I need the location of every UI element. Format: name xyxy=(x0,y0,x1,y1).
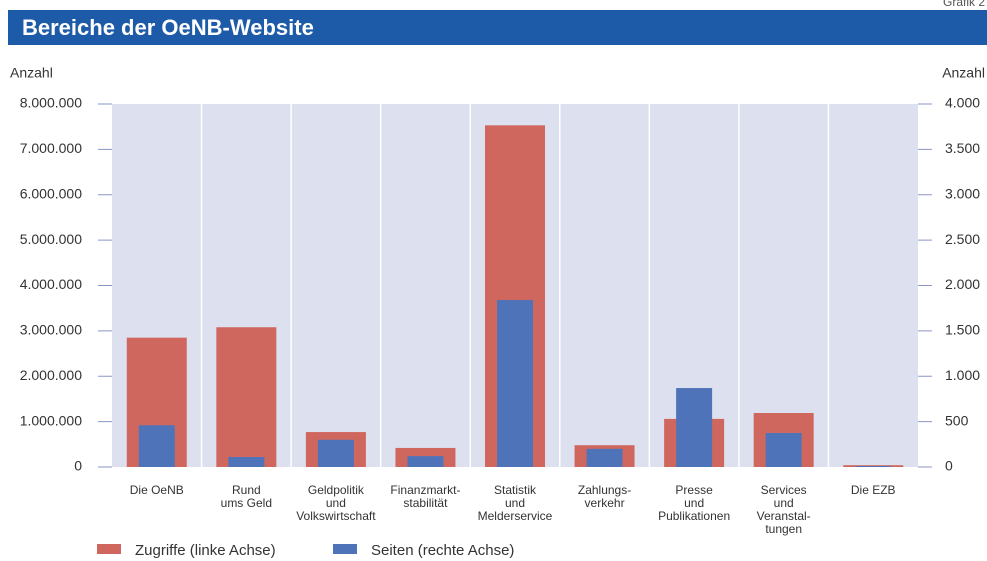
y2-tick-label: 2.500 xyxy=(945,231,980,247)
x-tick-label: verkehr xyxy=(585,496,625,510)
x-tick-label: ums Geld xyxy=(221,496,272,510)
y-tick-label: 1.000.000 xyxy=(20,412,82,428)
legend-swatch xyxy=(333,544,357,554)
y2-tick-label: 2.000 xyxy=(945,276,980,292)
x-tick-label: und xyxy=(774,496,794,510)
bar xyxy=(216,327,277,467)
legend-label: Zugriffe (linke Achse) xyxy=(135,542,276,559)
y-tick-label: 2.000.000 xyxy=(20,367,82,383)
y-tick-label: 8.000.000 xyxy=(20,95,82,111)
y2-tick-label: 0 xyxy=(945,458,953,474)
x-tick-label: und xyxy=(505,496,525,510)
bar xyxy=(586,448,623,467)
x-tick-label: Finanzmarkt- xyxy=(390,483,460,497)
title-bar xyxy=(8,10,987,45)
x-tick-label: Services xyxy=(761,483,807,497)
y2-tick-label: 3.000 xyxy=(945,185,980,201)
y-axis-label: Anzahl xyxy=(10,65,53,81)
bar xyxy=(855,466,892,467)
bar xyxy=(497,300,533,467)
x-tick-label: Volkswirtschaft xyxy=(296,509,376,523)
y-tick-label: 6.000.000 xyxy=(20,185,82,201)
y-tick-label: 5.000.000 xyxy=(20,231,82,247)
x-tick-label: Zahlungs- xyxy=(578,483,631,497)
y-tick-label: 4.000.000 xyxy=(20,276,82,292)
x-tick-label: Veranstal- xyxy=(757,509,811,523)
legend-label: Seiten (rechte Achse) xyxy=(371,542,514,559)
x-tick-label: Rund xyxy=(232,483,261,497)
y-tick-label: 0 xyxy=(74,458,82,474)
bar xyxy=(407,456,444,467)
x-tick-label: Geldpolitik xyxy=(308,483,365,497)
x-tick-label: Melderservice xyxy=(478,509,553,523)
y2-tick-label: 3.500 xyxy=(945,140,980,156)
y2-tick-label: 4.000 xyxy=(945,95,980,111)
chart-title: Bereiche der OeNB-Website xyxy=(22,15,314,40)
x-tick-label: Die OeNB xyxy=(130,483,184,497)
bar xyxy=(676,388,713,467)
x-tick-label: Publikationen xyxy=(658,509,730,523)
bar xyxy=(138,425,175,467)
x-tick-label: tungen xyxy=(765,522,802,536)
bar xyxy=(228,457,265,467)
x-tick-label: Die EZB xyxy=(851,483,896,497)
y2-axis-label: Anzahl xyxy=(942,65,985,81)
x-tick-label: Statistik xyxy=(494,483,537,497)
x-tick-label: und xyxy=(684,496,704,510)
y2-tick-label: 500 xyxy=(945,412,969,428)
y2-tick-label: 1.500 xyxy=(945,322,980,338)
y-tick-label: 7.000.000 xyxy=(20,140,82,156)
x-tick-label: und xyxy=(326,496,346,510)
legend-swatch xyxy=(97,544,121,554)
x-tick-label: stabilität xyxy=(403,496,448,510)
bar xyxy=(765,432,802,467)
y-tick-label: 3.000.000 xyxy=(20,322,82,338)
bar xyxy=(317,439,354,467)
chart-label: Grafik 2 xyxy=(943,0,985,9)
x-tick-label: Presse xyxy=(675,483,713,497)
y2-tick-label: 1.000 xyxy=(945,367,980,383)
